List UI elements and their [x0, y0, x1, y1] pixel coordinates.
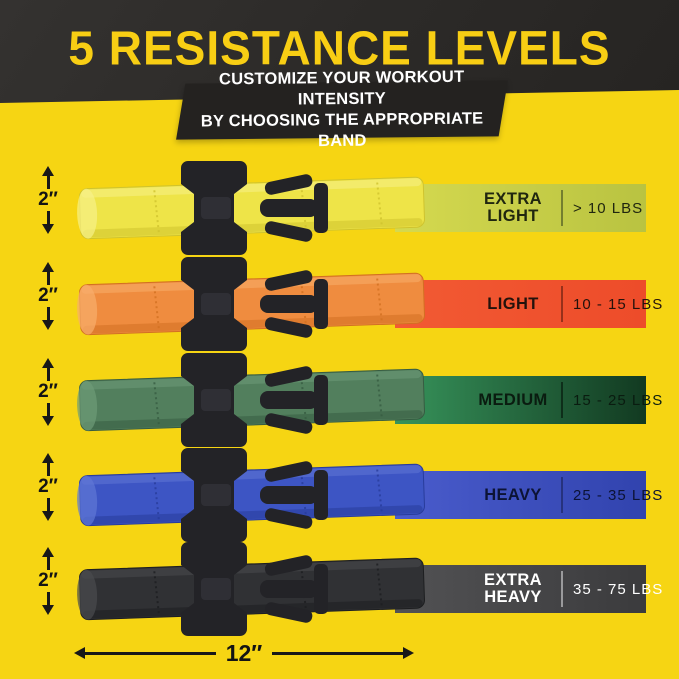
label-divider: [561, 382, 563, 418]
band-illustration: [77, 542, 425, 636]
subtitle-line1: CUSTOMIZE YOUR WORKOUT INTENSITY: [218, 67, 465, 109]
resistance-range-label: 10 - 15 LBS: [573, 295, 664, 313]
buckle-icon: [181, 542, 328, 636]
length-marker: 12″: [74, 640, 415, 666]
resistance-range-label: > 10 LBS: [573, 199, 644, 217]
subtitle-text: CUSTOMIZE YOUR WORKOUT INTENSITY BY CHOO…: [180, 66, 503, 153]
buckle-icon: [181, 161, 328, 255]
width-value: 2″: [38, 285, 58, 306]
label-divider: [561, 477, 563, 513]
label-divider: [561, 190, 563, 226]
arrow-down-icon: [42, 605, 54, 615]
buckle-icon: [181, 257, 328, 351]
band-illustration: [77, 448, 425, 542]
resistance-level-label: MEDIUM: [478, 390, 548, 409]
arrow-down-icon: [42, 416, 54, 426]
band-row-light: LIGHT 10 - 15 LBS 2″: [0, 249, 679, 359]
width-marker: 2″: [28, 547, 68, 631]
resistance-range-label: 35 - 75 LBS: [573, 580, 664, 598]
resistance-strip: MEDIUM 15 - 25 LBS: [395, 376, 662, 424]
band-illustration: [77, 353, 425, 447]
arrow-left-icon: [74, 647, 85, 659]
resistance-range-label: 15 - 25 LBS: [573, 391, 664, 409]
resistance-strip: HEAVY 25 - 35 LBS: [395, 471, 662, 519]
arrow-up-icon: [42, 358, 54, 368]
width-value: 2″: [38, 476, 58, 497]
subtitle-banner: CUSTOMIZE YOUR WORKOUT INTENSITY BY CHOO…: [176, 68, 508, 150]
arrow-up-icon: [42, 166, 54, 176]
width-value: 2″: [38, 570, 58, 591]
arrow-down-icon: [42, 511, 54, 521]
band-row-heavy: HEAVY 25 - 35 LBS 2″: [0, 440, 679, 550]
band-row-extra-heavy: EXTRA HEAVY 35 - 75 LBS: [0, 534, 679, 644]
subtitle-line2: BY CHOOSING THE APPROPRIATE BAND: [200, 109, 484, 151]
label-divider: [561, 286, 563, 322]
arrow-right-icon: [403, 647, 415, 659]
resistance-level-label: EXTRA LIGHT: [484, 190, 542, 225]
resistance-strip: EXTRA LIGHT > 10 LBS: [395, 184, 646, 232]
resistance-strip: LIGHT 10 - 15 LBS: [395, 280, 662, 328]
band-row-medium: MEDIUM 15 - 25 LBS 2: [0, 345, 679, 455]
width-marker: 2″: [28, 166, 68, 250]
width-marker: 2″: [28, 453, 68, 537]
width-marker: 2″: [28, 262, 68, 346]
resistance-strip: EXTRA HEAVY 35 - 75 LBS: [395, 565, 662, 613]
buckle-icon: [181, 353, 328, 447]
length-value: 12″: [225, 640, 263, 666]
arrow-down-icon: [42, 224, 54, 234]
width-value: 2″: [38, 189, 58, 210]
band-illustration: [77, 257, 425, 351]
width-value: 2″: [38, 381, 58, 402]
arrow-up-icon: [42, 262, 54, 272]
buckle-icon: [181, 448, 328, 542]
width-marker: 2″: [28, 358, 68, 442]
arrow-down-icon: [42, 320, 54, 330]
resistance-level-label: LIGHT: [487, 294, 539, 313]
arrow-up-icon: [42, 453, 54, 463]
page-title: 5 RESISTANCE LEVELS: [68, 21, 611, 76]
resistance-range-label: 25 - 35 LBS: [573, 486, 664, 504]
label-divider: [561, 571, 563, 607]
band-row-extra-light: EXTRA LIGHT > 10 LBS: [0, 153, 679, 263]
resistance-level-label: HEAVY: [484, 485, 542, 504]
arrow-up-icon: [42, 547, 54, 557]
band-illustration: [77, 161, 425, 255]
resistance-level-label: EXTRA HEAVY: [484, 571, 542, 606]
